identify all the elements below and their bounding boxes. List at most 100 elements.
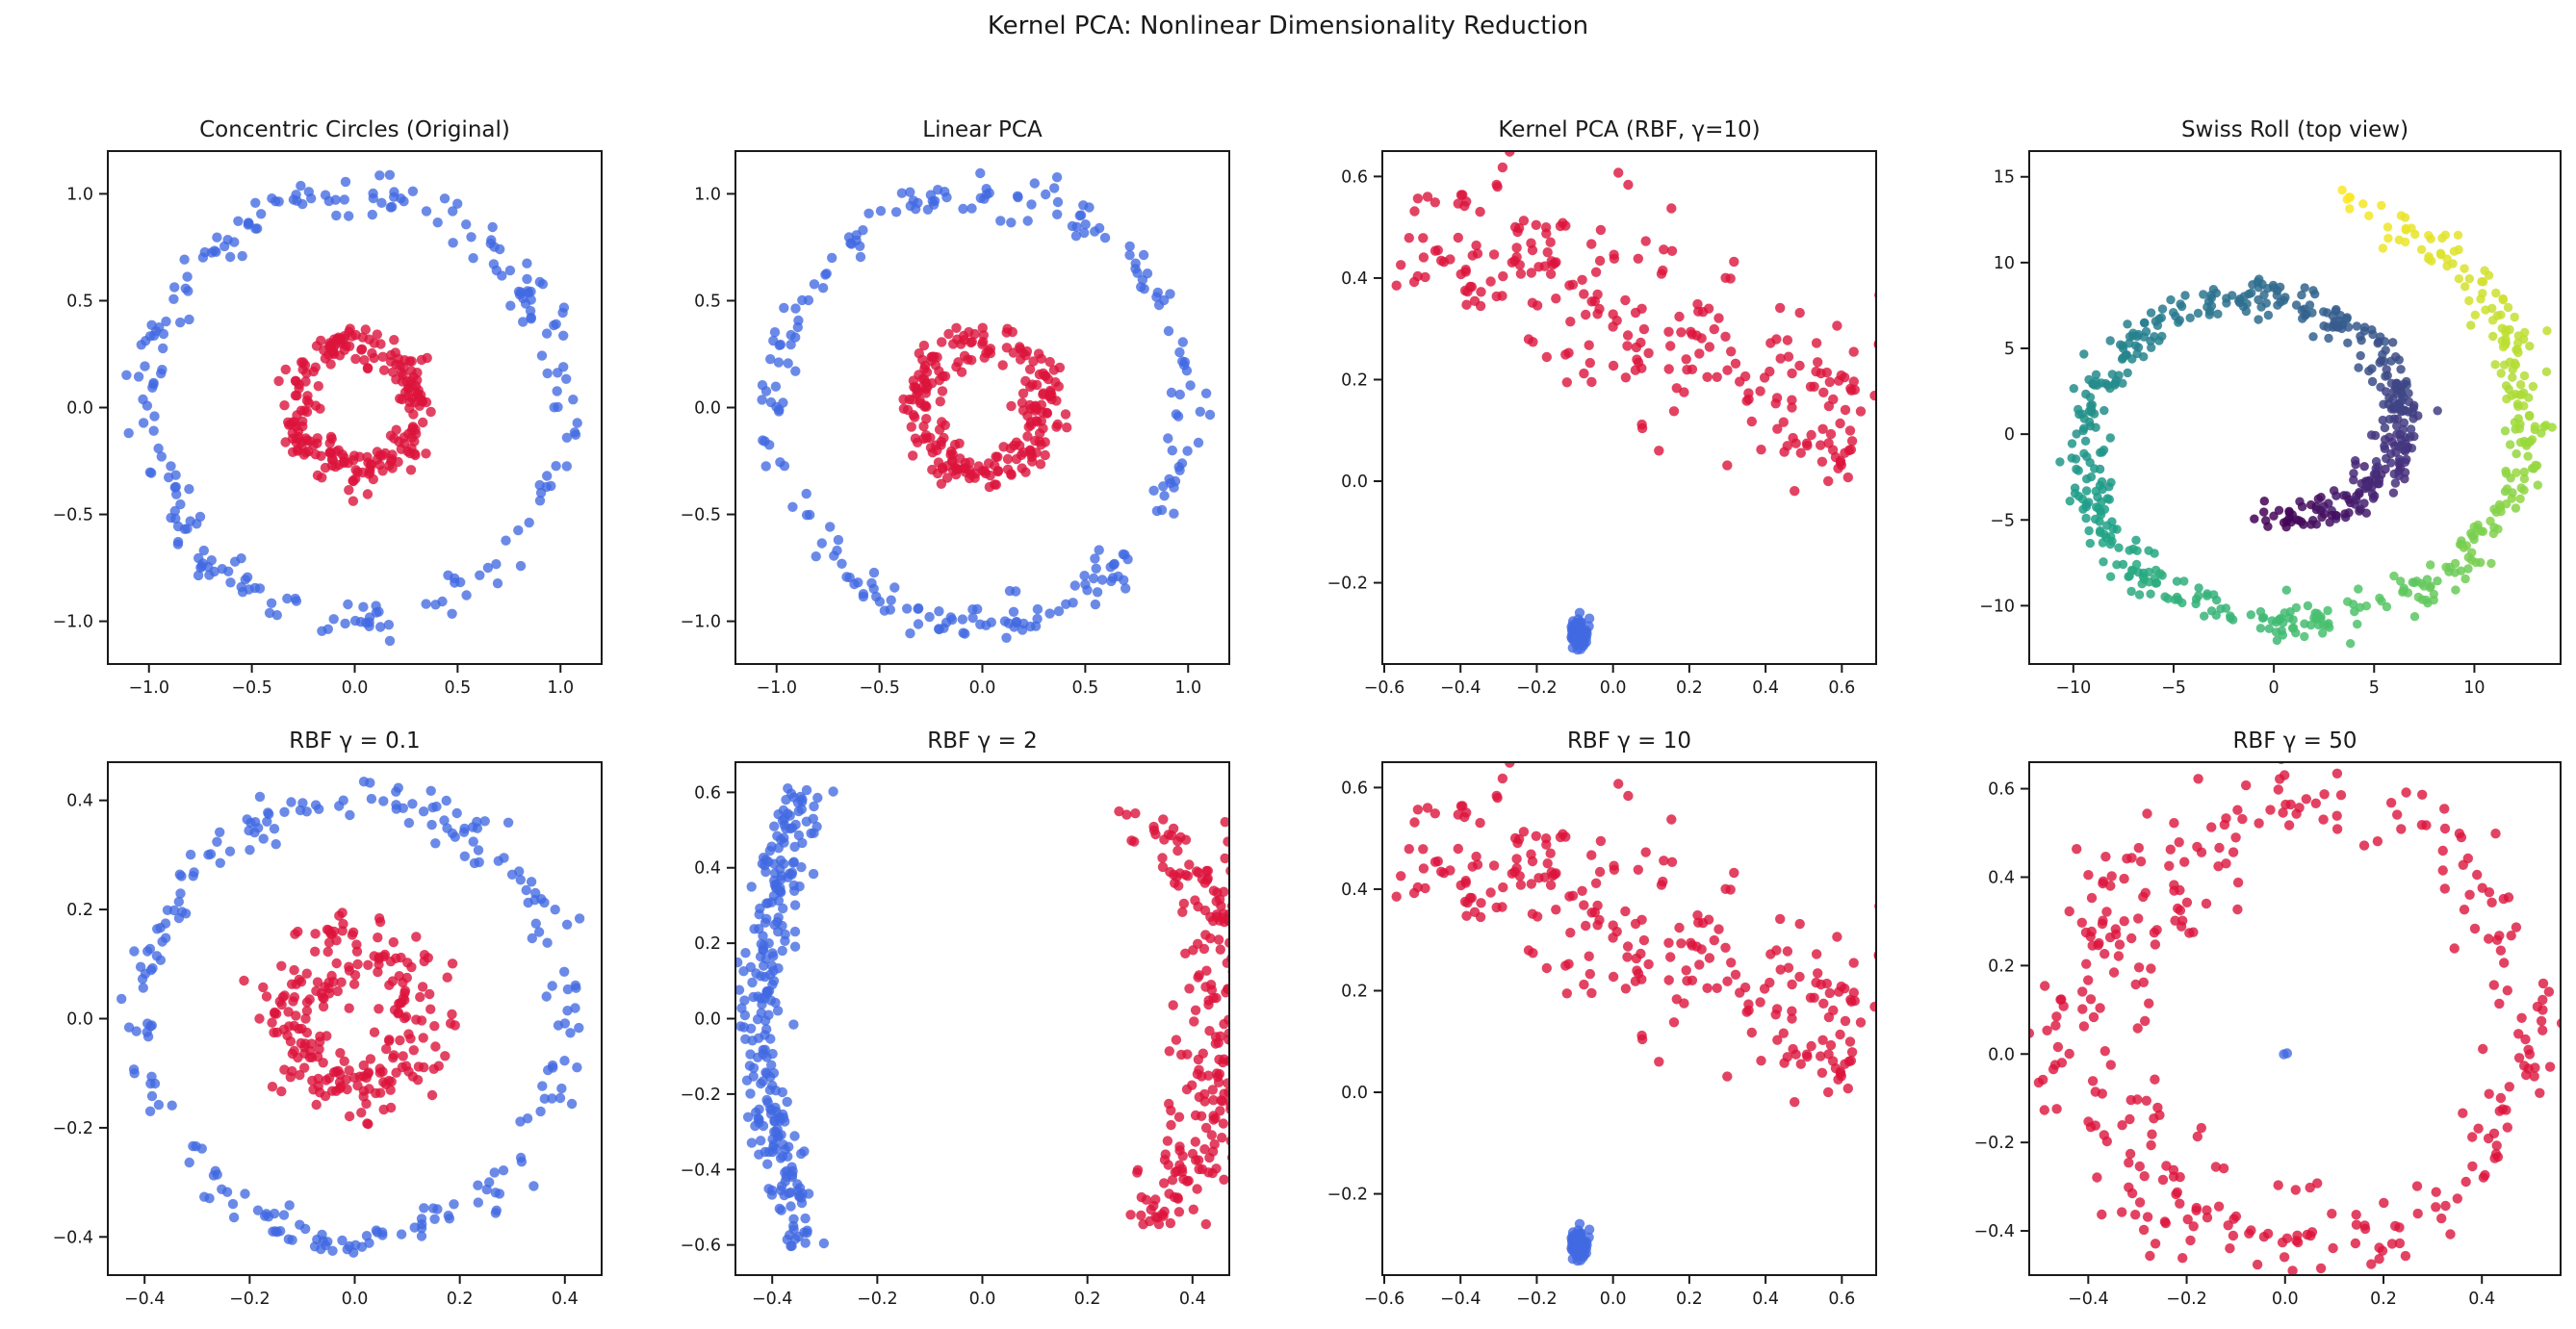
data-point (1843, 1084, 1853, 1093)
data-point (421, 599, 430, 608)
data-point (1193, 972, 1202, 982)
data-point (1157, 853, 1167, 862)
x-tick-label: −0.2 (1516, 678, 1558, 698)
data-point (2514, 331, 2523, 340)
axes-frame (2029, 151, 2561, 664)
data-point (264, 809, 273, 819)
data-point (489, 242, 499, 251)
data-point (1541, 840, 1551, 850)
panel-title: RBF γ = 50 (2232, 728, 2357, 754)
data-point (2464, 296, 2473, 305)
data-point (759, 1049, 768, 1059)
data-point (2140, 1171, 2150, 1181)
data-point (2360, 322, 2369, 331)
data-point (2152, 578, 2161, 587)
data-point (2068, 439, 2076, 447)
data-point (1095, 545, 1104, 554)
data-point (1266, 906, 1275, 915)
data-point (2259, 291, 2268, 299)
data-point (1516, 880, 1526, 889)
data-point (1686, 327, 1695, 337)
data-point (374, 913, 384, 923)
data-point (2099, 557, 2107, 566)
data-point (399, 1051, 408, 1061)
data-point (786, 1188, 795, 1197)
data-point (760, 918, 770, 928)
data-point (2520, 371, 2529, 380)
data-point (929, 200, 939, 210)
data-point (786, 789, 796, 799)
data-point (790, 367, 800, 376)
x-tick-label: 0.2 (1074, 1290, 1101, 1309)
data-point (1253, 1065, 1263, 1075)
data-point (1070, 580, 1080, 590)
data-point (385, 170, 395, 180)
data-point (1659, 244, 1668, 254)
data-point (2154, 1111, 2164, 1120)
data-point (1461, 300, 1471, 310)
data-point (1075, 211, 1085, 220)
data-point (2465, 274, 2474, 283)
data-point (2324, 619, 2332, 627)
data-point (2147, 1130, 2156, 1139)
data-point (567, 1099, 577, 1109)
data-point (2177, 1253, 2187, 1263)
data-point (1006, 217, 1016, 227)
data-point (1225, 1105, 1235, 1114)
data-point (1586, 377, 1596, 387)
data-point (1168, 446, 1177, 455)
axes-frame (108, 151, 602, 664)
data-point (268, 1227, 277, 1237)
data-point (2228, 847, 2238, 856)
y-tick-label: −0.4 (681, 1161, 722, 1180)
data-point (1666, 203, 1676, 213)
data-point (2478, 289, 2486, 297)
data-point (1034, 348, 1043, 358)
data-point (222, 1188, 232, 1197)
data-point (156, 923, 166, 933)
data-point (787, 1170, 797, 1180)
data-point (1454, 809, 1463, 819)
data-point (2213, 861, 2223, 871)
data-point (775, 341, 785, 350)
data-point (1230, 1098, 1240, 1108)
x-tick-label: 0.0 (969, 1290, 996, 1309)
data-point (2312, 1178, 2322, 1188)
data-point (2480, 1170, 2489, 1180)
data-point (2319, 789, 2329, 799)
data-point (1492, 182, 1502, 192)
data-point (2467, 1162, 2477, 1171)
data-point (240, 1188, 249, 1198)
data-point (789, 842, 799, 852)
data-point (2300, 620, 2308, 628)
data-point (1243, 989, 1252, 999)
data-point (2011, 1015, 2021, 1025)
data-point (1079, 571, 1089, 580)
data-point (1140, 284, 1149, 294)
data-point (788, 1019, 798, 1029)
data-point (756, 1136, 765, 1145)
data-point (442, 796, 451, 805)
data-point (1174, 1145, 1184, 1155)
data-point (1166, 478, 1175, 488)
data-point (124, 1022, 134, 1032)
data-point (551, 461, 560, 471)
data-point (522, 274, 531, 284)
data-point (1247, 915, 1256, 925)
data-point (1845, 995, 1855, 1005)
data-point (350, 1240, 360, 1250)
data-point (460, 852, 470, 861)
data-point (2147, 308, 2155, 317)
data-point (2109, 967, 2119, 977)
data-point (2072, 844, 2081, 854)
data-point (2569, 992, 2576, 1002)
data-point (1568, 891, 1578, 901)
data-point (1160, 1207, 1170, 1216)
data-point (573, 418, 582, 427)
data-point (1173, 881, 1183, 890)
data-point (2065, 1049, 2074, 1059)
data-point (1166, 1106, 1175, 1115)
data-point (2183, 1214, 2193, 1224)
data-point (908, 450, 917, 460)
data-point (914, 348, 924, 358)
